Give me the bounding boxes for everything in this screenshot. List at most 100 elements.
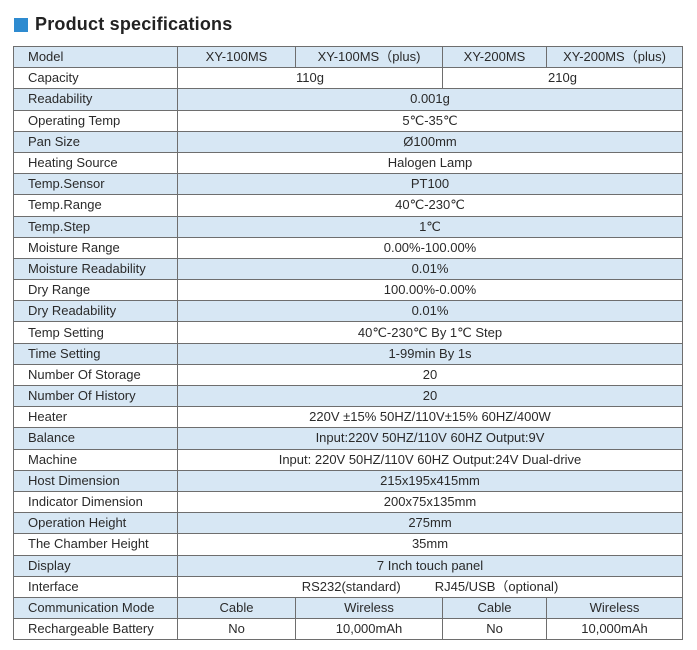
- section-heading: Product specifications: [14, 12, 232, 36]
- row-label: Moisture Readability: [13, 257, 178, 281]
- model-xy-200ms: XY-200MS: [442, 45, 547, 69]
- table-row-machine: Machine Input: 220V 50HZ/110V 60HZ Outpu…: [13, 448, 683, 471]
- row-label: Operation Height: [13, 512, 178, 535]
- table-row-heating-source: Heating Source Halogen Lamp: [13, 151, 683, 175]
- interface-optional: RJ45/USB（optional): [434, 578, 559, 594]
- row-value: No: [442, 618, 547, 641]
- table-row-readability: Readability 0.001g: [13, 88, 683, 111]
- row-value: 20: [177, 363, 683, 387]
- row-value: 10,000mAh: [295, 618, 443, 641]
- row-label: Rechargeable Battery: [13, 618, 178, 641]
- row-label: Host Dimension: [13, 469, 178, 492]
- table-row-pan-size: Pan Size Ø100mm: [13, 130, 683, 153]
- row-label: Model: [13, 45, 178, 69]
- table-row-temp-step: Temp.Step 1℃: [13, 215, 683, 238]
- row-value: 35mm: [177, 533, 683, 556]
- table-row-number-of-storage: Number Of Storage 20: [13, 363, 683, 387]
- row-label: Time Setting: [13, 342, 178, 365]
- row-value: 40℃-230℃: [177, 194, 683, 217]
- row-value: 220V ±15% 50HZ/110V±15% 60HZ/400W: [177, 406, 683, 429]
- row-value: 0.00%-100.00%: [177, 236, 683, 259]
- row-label: Communication Mode: [13, 596, 178, 620]
- row-label: Temp.Sensor: [13, 173, 178, 196]
- table-row-dry-readability: Dry Readability 0.01%: [13, 300, 683, 323]
- model-xy-200ms-plus: XY-200MS（plus): [546, 45, 683, 69]
- row-value: RS232(standard) RJ45/USB（optional): [177, 575, 683, 598]
- row-value: 1-99min By 1s: [177, 342, 683, 365]
- row-label: Display: [13, 554, 178, 577]
- row-label: Interface: [13, 575, 178, 598]
- row-value: Input: 220V 50HZ/110V 60HZ Output:24V Du…: [177, 448, 683, 471]
- heading-square-icon: [14, 17, 28, 32]
- row-value: Ø100mm: [177, 130, 683, 153]
- table-row-time-setting: Time Setting 1-99min By 1s: [13, 342, 683, 365]
- row-label: Number Of Storage: [13, 363, 178, 387]
- row-value: Cable: [442, 596, 547, 620]
- row-label: The Chamber Height: [13, 533, 178, 556]
- row-value: 215x195x415mm: [177, 469, 683, 492]
- table-row-capacity: Capacity 110g 210g: [13, 67, 683, 90]
- row-label: Indicator Dimension: [13, 490, 178, 514]
- spec-table: Model XY-100MS XY-100MS（plus) XY-200MS X…: [13, 45, 683, 641]
- row-value: 100.00%-0.00%: [177, 279, 683, 302]
- row-label: Dry Readability: [13, 300, 178, 323]
- row-label: Balance: [13, 427, 178, 450]
- row-value: Cable: [177, 596, 296, 620]
- table-row-moisture-range: Moisture Range 0.00%-100.00%: [13, 236, 683, 259]
- row-label: Temp Setting: [13, 321, 178, 344]
- table-row-operating-temp: Operating Temp 5℃-35℃: [13, 109, 683, 132]
- row-value: PT100: [177, 173, 683, 196]
- row-label: Dry Range: [13, 279, 178, 302]
- row-value: No: [177, 618, 296, 641]
- row-label: Temp.Step: [13, 215, 178, 238]
- row-value: 10,000mAh: [546, 618, 683, 641]
- table-row-temp-range: Temp.Range 40℃-230℃: [13, 194, 683, 217]
- table-row-number-of-history: Number Of History 20: [13, 384, 683, 408]
- table-row-balance: Balance Input:220V 50HZ/110V 60HZ Output…: [13, 427, 683, 450]
- row-value: Wireless: [295, 596, 443, 620]
- row-label: Capacity: [13, 67, 178, 90]
- table-row-model: Model XY-100MS XY-100MS（plus) XY-200MS X…: [13, 45, 683, 69]
- row-label: Moisture Range: [13, 236, 178, 259]
- row-value: 0.001g: [177, 88, 683, 111]
- row-value: 40℃-230℃ By 1℃ Step: [177, 321, 683, 344]
- row-label: Heating Source: [13, 151, 178, 175]
- capacity-100-value: 110g: [177, 67, 443, 90]
- table-row-communication-mode: Communication Mode Cable Wireless Cable …: [13, 596, 683, 620]
- row-value: 200x75x135mm: [177, 490, 683, 514]
- row-label: Temp.Range: [13, 194, 178, 217]
- table-row-dry-range: Dry Range 100.00%-0.00%: [13, 279, 683, 302]
- row-value: Wireless: [546, 596, 683, 620]
- row-value: Input:220V 50HZ/110V 60HZ Output:9V: [177, 427, 683, 450]
- row-value: 275mm: [177, 512, 683, 535]
- table-row-moisture-readability: Moisture Readability 0.01%: [13, 257, 683, 281]
- row-value: Halogen Lamp: [177, 151, 683, 175]
- capacity-200-value: 210g: [442, 67, 683, 90]
- row-label: Number Of History: [13, 384, 178, 408]
- row-value: 7 Inch touch panel: [177, 554, 683, 577]
- page-title: Product specifications: [35, 13, 233, 34]
- row-value: 0.01%: [177, 257, 683, 281]
- interface-standard: RS232(standard): [301, 578, 401, 594]
- row-label: Pan Size: [13, 130, 178, 153]
- table-row-chamber-height: The Chamber Height 35mm: [13, 533, 683, 556]
- model-xy-100ms: XY-100MS: [177, 45, 296, 69]
- row-value: 5℃-35℃: [177, 109, 683, 132]
- table-row-host-dimension: Host Dimension 215x195x415mm: [13, 469, 683, 492]
- table-row-operation-height: Operation Height 275mm: [13, 512, 683, 535]
- table-row-rechargeable-battery: Rechargeable Battery No 10,000mAh No 10,…: [13, 618, 683, 641]
- row-value: 1℃: [177, 215, 683, 238]
- model-xy-100ms-plus: XY-100MS（plus): [295, 45, 443, 69]
- table-row-indicator-dimension: Indicator Dimension 200x75x135mm: [13, 490, 683, 514]
- row-label: Operating Temp: [13, 109, 178, 132]
- row-label: Machine: [13, 448, 178, 471]
- row-label: Readability: [13, 88, 178, 111]
- table-row-display: Display 7 Inch touch panel: [13, 554, 683, 577]
- table-row-interface: Interface RS232(standard) RJ45/USB（option…: [13, 575, 683, 598]
- row-label: Heater: [13, 406, 178, 429]
- table-row-heater: Heater 220V ±15% 50HZ/110V±15% 60HZ/400W: [13, 406, 683, 429]
- row-value: 20: [177, 384, 683, 408]
- table-row-temp-setting: Temp Setting 40℃-230℃ By 1℃ Step: [13, 321, 683, 344]
- row-value: 0.01%: [177, 300, 683, 323]
- table-row-temp-sensor: Temp.Sensor PT100: [13, 173, 683, 196]
